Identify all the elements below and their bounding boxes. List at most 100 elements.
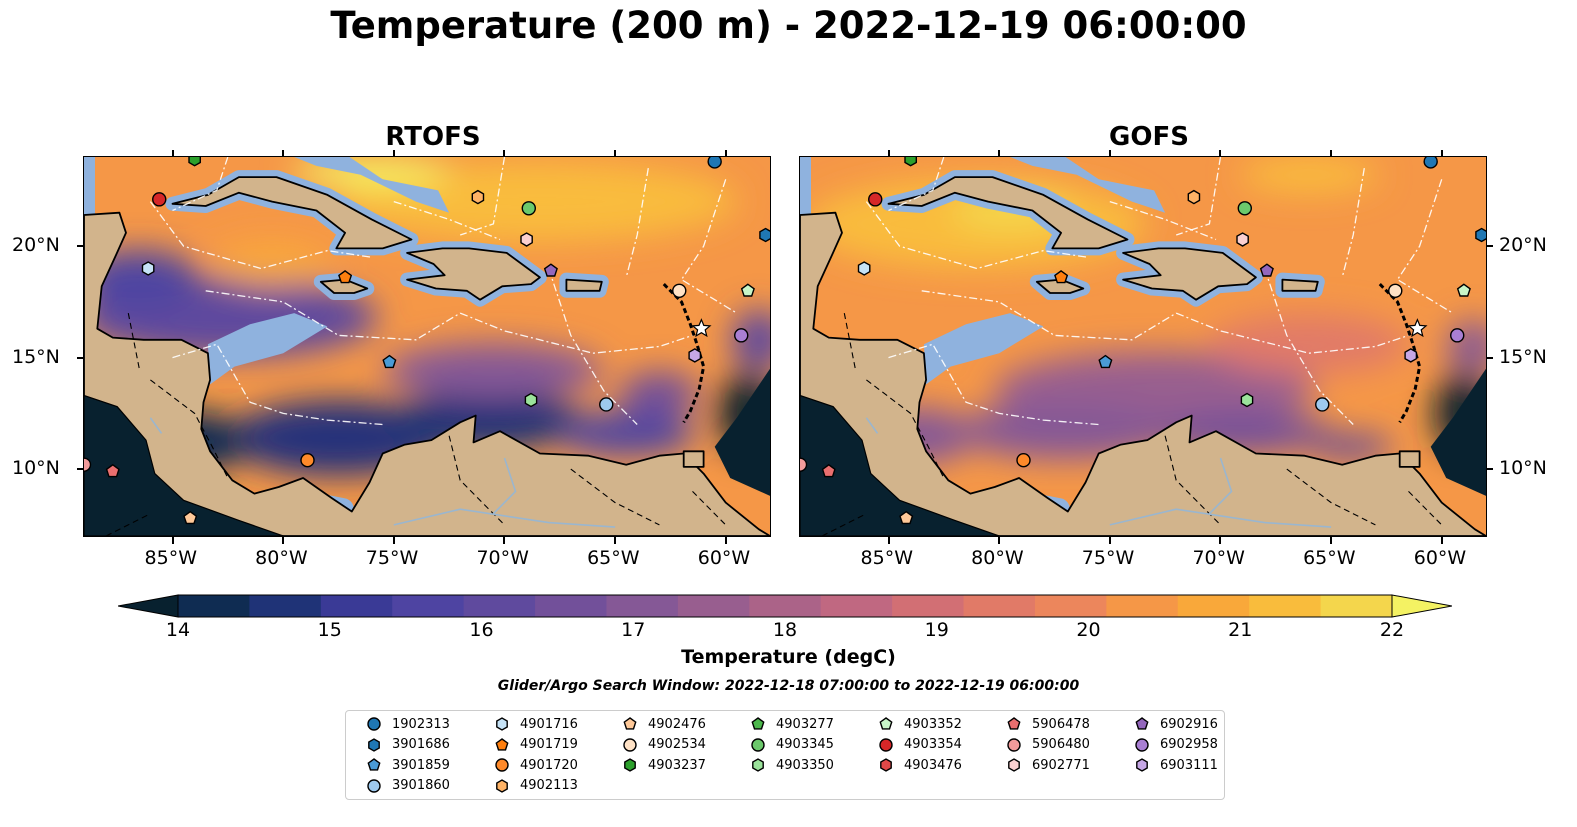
float-marker-4902476 — [899, 510, 914, 525]
legend-marker — [367, 717, 381, 731]
national-border — [105, 513, 151, 536]
x-tick-mark — [171, 150, 174, 157]
national-border — [821, 513, 867, 536]
float-marker-4903345 — [521, 201, 536, 216]
river — [149, 417, 163, 434]
x-tick-mark — [392, 537, 395, 544]
x-tick-label: 85°W — [860, 547, 913, 569]
legend-label: 4903350 — [776, 757, 834, 773]
legend-marker — [367, 778, 381, 793]
star-marker — [1407, 318, 1428, 338]
legend-item: 3901860 — [366, 777, 450, 795]
float-marker-6902958 — [1450, 328, 1465, 343]
colorbar-segment — [963, 595, 1036, 617]
legend-item: 3901686 — [366, 736, 450, 754]
colorbar-segment — [463, 595, 536, 617]
colorbar-tick-label: 18 — [772, 619, 798, 641]
map-rtofs[interactable] — [83, 156, 771, 537]
eez-boundary — [888, 157, 945, 212]
temperature-patch — [383, 343, 604, 400]
legend-item: 4903237 — [622, 756, 706, 774]
x-tick-mark — [614, 537, 617, 544]
float-marker-5906478 — [821, 463, 836, 478]
national-border — [570, 468, 660, 526]
legend-label: 4903277 — [776, 716, 834, 732]
circle-marker-icon — [751, 737, 765, 752]
map-gofs[interactable] — [799, 156, 1487, 537]
x-tick-label: 65°W — [1303, 547, 1356, 569]
legend-item: 4901719 — [494, 736, 578, 754]
nicaragua-rise-shelf — [923, 313, 1044, 385]
legend-label: 4901719 — [520, 737, 578, 752]
float-marker-5906480 — [84, 457, 92, 472]
colorbar-segment — [392, 595, 465, 617]
legend-label: 4902476 — [648, 716, 706, 732]
float-marker-3901860 — [1315, 397, 1330, 412]
float-marker-4902113 — [1187, 189, 1201, 205]
pentagon-marker-icon — [623, 717, 637, 730]
land-hispaniola — [1122, 247, 1257, 301]
x-tick-mark — [1330, 537, 1333, 544]
legend-label: 4902534 — [648, 737, 706, 752]
float-marker-4901716 — [857, 261, 871, 276]
x-tick-mark — [1330, 150, 1333, 157]
colorbar — [117, 593, 1453, 619]
x-tick-mark — [998, 537, 1001, 544]
colorbar-tick-label: 17 — [621, 619, 646, 641]
colorbar-segment — [606, 595, 679, 617]
pentagon-marker-icon — [495, 737, 509, 751]
colorbar-segment — [749, 595, 822, 617]
float-marker-1902313 — [707, 157, 722, 169]
national-border — [866, 379, 945, 479]
x-tick-label: 60°W — [697, 547, 751, 569]
x-tick-mark — [887, 537, 890, 544]
colorbar-segment — [178, 595, 250, 617]
eez-boundary — [1175, 312, 1409, 354]
legend-marker — [495, 737, 509, 751]
float-marker-3901686 — [1475, 227, 1486, 243]
float-marker-3901686 — [759, 227, 770, 243]
colorbar-tick-label: 15 — [317, 619, 342, 641]
x-tick-mark — [1108, 537, 1111, 544]
legend-label: 5906478 — [1032, 716, 1090, 732]
eez-boundary — [865, 201, 1088, 270]
legend-label: 4903345 — [776, 737, 834, 752]
panel-title-rtofs: RTOFS — [385, 122, 481, 152]
y-tick-mark — [77, 468, 83, 471]
float-marker-4901716 — [141, 261, 155, 276]
legend-item: 5906480 — [1006, 736, 1090, 754]
x-tick-mark — [1219, 150, 1222, 157]
eez-boundary — [548, 268, 638, 425]
eez-boundary — [1175, 157, 1222, 236]
float-marker-4903345 — [1237, 201, 1252, 216]
eez-boundary — [459, 312, 693, 354]
x-tick-mark — [282, 537, 285, 544]
y-tick-mark — [1487, 356, 1493, 359]
colorbar-tick-label: 22 — [1379, 619, 1405, 641]
float-marker-4903237 — [188, 157, 202, 167]
legend-label: 5906480 — [1032, 737, 1090, 752]
legend-marker — [752, 758, 764, 772]
legend-marker — [624, 758, 636, 772]
colorbar-segment — [1249, 595, 1322, 617]
colorbar-segment — [249, 595, 322, 617]
legend-label: 6902771 — [1032, 757, 1090, 773]
hexagon-marker-icon — [1136, 758, 1148, 772]
colorbar-ticks: 14 15 16 17 18 19 20 21 22 — [0, 619, 1577, 649]
legend-marker — [623, 737, 637, 752]
river — [1208, 457, 1233, 515]
float-marker-4901719 — [1054, 270, 1069, 284]
legend-label: 4902113 — [520, 778, 578, 793]
y-tick-label: 10°N — [12, 457, 60, 480]
hexagon-marker-icon — [624, 758, 636, 772]
x-tick-label: 70°W — [1192, 547, 1245, 569]
nicaragua-rise-shelf — [207, 313, 328, 385]
x-tick-mark — [724, 537, 727, 544]
legend-marker — [751, 717, 765, 730]
float-marker-1902313 — [1423, 157, 1438, 169]
y-tick-mark — [1487, 468, 1493, 471]
temperature-patch — [1238, 157, 1379, 193]
eez-boundary — [393, 200, 501, 241]
legend-marker — [751, 737, 765, 752]
pentagon-marker-icon — [1135, 717, 1149, 730]
